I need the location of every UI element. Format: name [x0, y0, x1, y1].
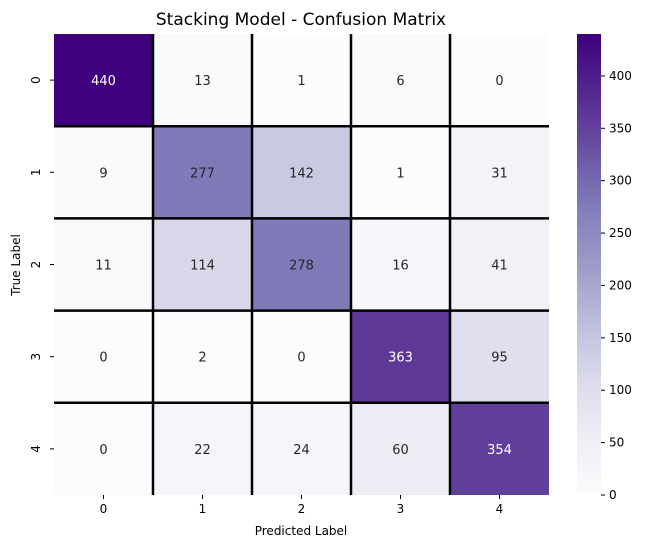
- heatmap-cell: [153, 218, 252, 311]
- heatmap-cell: [54, 218, 153, 311]
- cell-value-label: 13: [194, 74, 211, 89]
- heatmap-cell: [450, 310, 549, 403]
- cell-value-label: 363: [388, 351, 413, 366]
- cell-value-label: 0: [495, 74, 503, 89]
- heatmap-cell: [252, 34, 351, 127]
- y-tick-label: 3: [29, 353, 43, 361]
- heatmap-cell: [450, 126, 549, 219]
- heatmap-cell: [54, 310, 153, 403]
- heatmap-cell: [351, 126, 450, 219]
- cell-value-label: 0: [297, 351, 305, 366]
- x-tick-label: 2: [298, 502, 306, 516]
- cell-value-label: 0: [99, 443, 107, 458]
- chart-title: Stacking Model - Confusion Matrix: [156, 10, 446, 30]
- cell-value-label: 142: [289, 166, 314, 181]
- heatmap-cell: [450, 34, 549, 127]
- cell-grid-lines: [54, 34, 549, 495]
- heatmap-cell: [153, 34, 252, 127]
- colorbar-tick-label: 0: [609, 488, 617, 502]
- y-axis-ticks: 0 1 2 3 4: [29, 76, 54, 453]
- cell-value-label: 354: [487, 443, 512, 458]
- cell-value-label: 1: [396, 166, 404, 181]
- colorbar-tick-label: 400: [609, 69, 632, 83]
- cell-value-label: 0: [99, 351, 107, 366]
- heatmap-cell: [252, 402, 351, 495]
- x-tick-label: 0: [100, 502, 108, 516]
- colorbar-tick-label: 100: [609, 383, 632, 397]
- colorbar-tick-label: 300: [609, 174, 632, 188]
- heatmap-cell: [153, 126, 252, 219]
- heatmap-cell: [54, 34, 153, 127]
- y-tick-label: 2: [29, 261, 43, 269]
- y-tick-label: 1: [29, 168, 43, 176]
- cell-value-label: 22: [194, 443, 211, 458]
- heatmap-cell: [252, 218, 351, 311]
- colorbar-ticks: 0 50 100 150 200 250 300 350 400: [601, 69, 632, 502]
- colorbar-tick-label: 150: [609, 331, 632, 345]
- cell-value-label: 11: [95, 259, 112, 274]
- heatmap-cell: [351, 34, 450, 127]
- cell-value-label: 440: [91, 74, 116, 89]
- cell-value-label: 277: [190, 166, 215, 181]
- x-tick-label: 3: [397, 502, 405, 516]
- colorbar-tick-label: 200: [609, 278, 632, 292]
- x-tick-label: 4: [496, 502, 504, 516]
- cell-value-label: 2: [198, 351, 206, 366]
- colorbar-tick-label: 350: [609, 121, 632, 135]
- heatmap-cell: [351, 310, 450, 403]
- x-axis-ticks: 0 1 2 3 4: [100, 495, 504, 516]
- colorbar: [577, 34, 601, 495]
- x-tick-label: 1: [199, 502, 207, 516]
- colorbar-tick-label: 250: [609, 226, 632, 240]
- heatmap-cell: [153, 402, 252, 495]
- heatmap-cell: [54, 402, 153, 495]
- heatmap-cell: [351, 402, 450, 495]
- cell-value-label: 114: [190, 259, 215, 274]
- cell-value-label: 95: [491, 351, 508, 366]
- cell-value-label: 24: [293, 443, 310, 458]
- heatmap-cell: [153, 310, 252, 403]
- heatmap-cell: [252, 310, 351, 403]
- heatmap-cell: [351, 218, 450, 311]
- y-tick-label: 4: [29, 445, 43, 453]
- heatmap-cell: [450, 402, 549, 495]
- cell-value-label: 31: [491, 166, 508, 181]
- heatmap-cell: [54, 126, 153, 219]
- cell-value-label: 41: [491, 259, 508, 274]
- heatmap-cell: [450, 218, 549, 311]
- colorbar-tick-label: 50: [609, 436, 624, 450]
- y-tick-label: 0: [29, 76, 43, 84]
- cell-value-label: 16: [392, 259, 409, 274]
- y-axis-label: True Label: [9, 234, 23, 297]
- cell-value-label: 278: [289, 259, 314, 274]
- cell-value-label: 9: [99, 166, 107, 181]
- heatmap-cell: [252, 126, 351, 219]
- cell-value-label: 6: [396, 74, 404, 89]
- cell-value-label: 1: [297, 74, 305, 89]
- x-axis-label: Predicted Label: [255, 524, 348, 538]
- cell-value-label: 60: [392, 443, 409, 458]
